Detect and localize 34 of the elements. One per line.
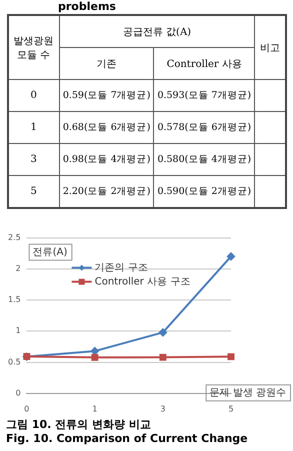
text: 공급전류 값(A) — [59, 15, 255, 48]
legend-label: Controller 사용 구조 — [94, 276, 190, 288]
caption: Fig. 10. Comparison of Current Change — [5, 432, 249, 446]
text: 0.578(모듈 6개평균) — [154, 112, 255, 144]
category-label: 1 — [30, 122, 37, 133]
text: problems — [57, 0, 117, 14]
y-axis-title: 전류(A) — [32, 246, 68, 258]
text: 2.20(모듈 2개평균) — [59, 176, 154, 208]
text: 0.68(모듈 6개평균) — [59, 112, 154, 144]
text: 0.98(모듈 4개평균) — [59, 144, 154, 176]
y-tick-label: 2.5 — [8, 232, 21, 242]
category-label: 3 — [30, 154, 37, 165]
text: 0.59(모듈 7개평균) — [59, 80, 154, 112]
y-tick-label: 0 — [16, 388, 21, 398]
y-tick-label: 2 — [16, 264, 21, 273]
text: 기존 — [59, 48, 154, 80]
x-tick-label: 0 — [24, 404, 30, 414]
text: 비고 — [254, 15, 286, 80]
y-tick-label: 0.5 — [8, 357, 21, 366]
category-label: 5 — [30, 186, 37, 197]
x-tick-label: 1 — [92, 404, 98, 414]
x-tick-label: 3 — [160, 404, 166, 414]
text: 0.593(모듈 7개평균) — [154, 80, 255, 112]
legend-label: 기존의 구조 — [94, 262, 148, 274]
text: Controller 사용 — [154, 48, 255, 80]
category-label: 0 — [30, 90, 37, 101]
x-tick-label: 5 — [228, 404, 234, 414]
y-tick-label: 1.5 — [8, 295, 21, 304]
x-axis-title: 문제 발생 광원수 — [210, 387, 286, 398]
caption: 그림 10. 전류의 변화량 비교 — [5, 418, 152, 432]
text: 0.590(모듈 2개평균) — [154, 176, 255, 208]
text: 발생광원 모듈 수 — [8, 15, 60, 80]
y-tick-label: 1 — [16, 326, 21, 336]
text: 0.580(모듈 4개평균) — [154, 144, 255, 176]
